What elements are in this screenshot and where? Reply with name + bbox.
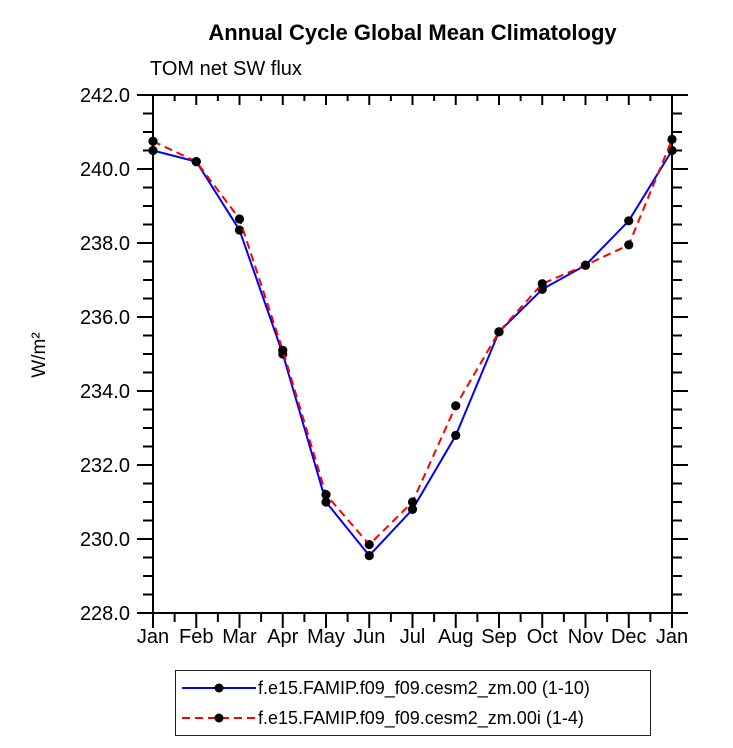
data-point-series-0 xyxy=(624,216,634,226)
x-tick-label: Feb xyxy=(179,626,213,648)
x-tick-label: Apr xyxy=(267,626,298,648)
chart-subtitle: TOM net SW flux xyxy=(150,58,302,80)
y-tick-label: 232.0 xyxy=(80,455,130,477)
plot-frame xyxy=(152,94,673,614)
data-point-series-0 xyxy=(667,145,677,156)
x-tick-label: Oct xyxy=(527,626,559,648)
x-tick-label: May xyxy=(307,626,345,648)
data-point-series-1 xyxy=(537,279,547,289)
data-point-series-1 xyxy=(364,539,374,550)
y-tick-label: 240.0 xyxy=(80,159,130,181)
data-point-series-1 xyxy=(494,327,504,337)
x-tick-label: Jun xyxy=(353,626,385,648)
legend-label-series-1: f.e15.FAMIP.f09_f09.cesm2_zm.00i (1-4) xyxy=(258,707,584,728)
x-tick-label: Nov xyxy=(568,626,604,648)
data-point-series-0 xyxy=(407,504,418,514)
series-line-0 xyxy=(152,149,673,558)
data-point-series-0 xyxy=(148,145,158,156)
legend: f.e15.FAMIP.f09_f09.cesm2_zm.00 (1-10) f… xyxy=(175,670,651,736)
data-point-series-0 xyxy=(364,551,374,561)
data-point-series-0 xyxy=(451,430,461,440)
data-point-series-1 xyxy=(451,401,461,411)
legend-label-series-0: f.e15.FAMIP.f09_f09.cesm2_zm.00 (1-10) xyxy=(258,678,590,699)
data-point-series-1 xyxy=(278,345,288,355)
y-tick-label: 228.0 xyxy=(80,603,130,625)
y-tick-label: 242.0 xyxy=(80,85,130,107)
x-tick-label: Jul xyxy=(400,626,426,648)
data-point-series-1 xyxy=(580,260,591,270)
legend-line-sample-dashed xyxy=(182,713,256,723)
y-tick-label: 230.0 xyxy=(80,529,130,551)
series-line-1 xyxy=(152,139,673,547)
x-tick-label: Mar xyxy=(222,626,257,648)
data-point-series-1 xyxy=(148,136,158,146)
x-tick-label: Jan xyxy=(656,626,688,648)
data-point-series-1 xyxy=(234,214,245,224)
y-tick-label: 234.0 xyxy=(80,381,130,403)
data-point-series-1 xyxy=(321,490,331,500)
data-point-series-0 xyxy=(321,497,331,507)
y-tick-label: 236.0 xyxy=(80,307,130,329)
data-point-series-1 xyxy=(667,134,677,144)
legend-item-series-1: f.e15.FAMIP.f09_f09.cesm2_zm.00i (1-4) xyxy=(180,704,650,732)
data-point-series-1 xyxy=(407,497,418,507)
y-tick-label: 238.0 xyxy=(80,233,130,255)
legend-sample-marker xyxy=(214,683,224,693)
x-tick-label: Aug xyxy=(438,626,474,648)
x-tick-label: Dec xyxy=(611,626,647,648)
legend-item-series-0: f.e15.FAMIP.f09_f09.cesm2_zm.00 (1-10) xyxy=(180,674,650,702)
data-point-series-0 xyxy=(234,225,245,235)
x-tick-label: Jan xyxy=(137,626,169,648)
x-tick-label: Sep xyxy=(481,626,517,648)
data-point-series-1 xyxy=(191,157,201,167)
chart-title: Annual Cycle Global Mean Climatology xyxy=(208,20,617,45)
legend-sample-marker xyxy=(214,713,224,723)
data-point-series-1 xyxy=(624,240,634,250)
legend-line-sample-solid xyxy=(182,683,256,693)
